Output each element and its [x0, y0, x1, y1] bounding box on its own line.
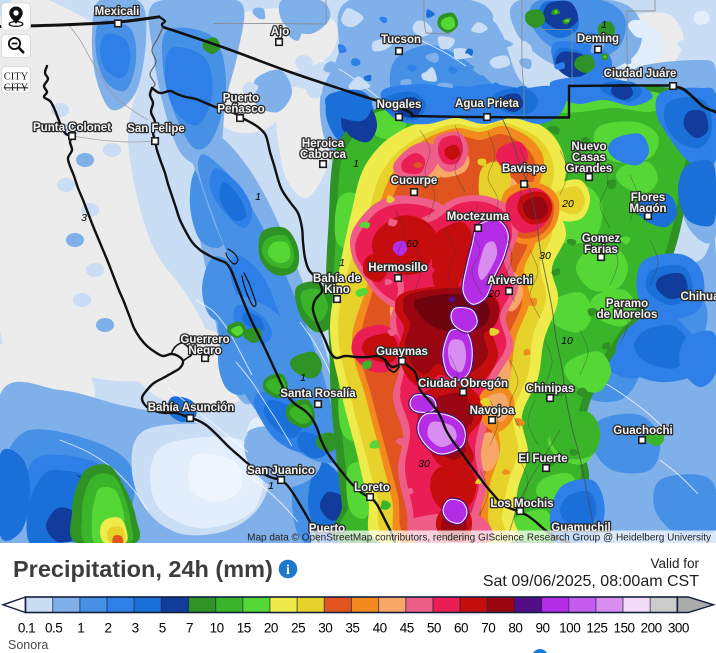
- svg-text:Flores: Flores: [631, 192, 666, 204]
- svg-text:Moctezuma: Moctezuma: [447, 211, 510, 223]
- svg-text:Grandes: Grandes: [566, 163, 613, 175]
- svg-text:30: 30: [318, 621, 332, 636]
- svg-text:Kino: Kino: [324, 284, 350, 296]
- svg-text:Cucurpe: Cucurpe: [391, 175, 438, 187]
- svg-text:1: 1: [268, 480, 274, 492]
- svg-text:San Felipe: San Felipe: [127, 123, 185, 135]
- svg-text:Bahía Asunción: Bahía Asunción: [148, 402, 234, 414]
- svg-text:80: 80: [508, 621, 522, 636]
- svg-text:Hermosillo: Hermosillo: [368, 262, 427, 274]
- svg-text:Ciudad Juáre: Ciudad Juáre: [604, 68, 677, 80]
- svg-text:20: 20: [487, 288, 500, 300]
- svg-text:Los Mochis: Los Mochis: [490, 498, 553, 510]
- svg-text:15: 15: [237, 621, 251, 636]
- svg-text:2: 2: [104, 621, 111, 636]
- svg-text:1: 1: [255, 191, 261, 203]
- svg-text:de Morelos: de Morelos: [597, 309, 658, 321]
- svg-text:Loreto: Loreto: [354, 482, 390, 494]
- svg-text:90: 90: [536, 621, 550, 636]
- svg-text:30: 30: [539, 250, 551, 262]
- svg-text:Chihua: Chihua: [681, 291, 716, 303]
- svg-text:50: 50: [427, 621, 441, 636]
- svg-text:Gomez: Gomez: [582, 233, 621, 245]
- svg-text:Tucson: Tucson: [381, 34, 421, 46]
- svg-text:20: 20: [264, 621, 278, 636]
- svg-text:60: 60: [454, 621, 468, 636]
- svg-text:10: 10: [561, 335, 573, 347]
- svg-text:25: 25: [291, 621, 305, 636]
- svg-text:Nogales: Nogales: [377, 99, 422, 111]
- svg-text:Sat 09/06/2025, 08:00am CST: Sat 09/06/2025, 08:00am CST: [483, 573, 699, 590]
- svg-text:Guerrero: Guerrero: [180, 334, 229, 346]
- svg-text:Chinipas: Chinipas: [526, 383, 575, 395]
- svg-text:Ciudad Obregón: Ciudad Obregón: [418, 378, 508, 390]
- svg-text:Arivechi: Arivechi: [487, 275, 532, 287]
- svg-text:Deming: Deming: [577, 33, 619, 45]
- svg-text:i: i: [286, 563, 290, 578]
- svg-text:20: 20: [561, 198, 574, 210]
- svg-text:Bavispe: Bavispe: [502, 163, 546, 175]
- svg-text:Farias: Farias: [584, 244, 618, 256]
- svg-text:Bahía de: Bahía de: [313, 273, 361, 285]
- svg-text:1: 1: [601, 19, 607, 31]
- svg-text:60: 60: [406, 238, 418, 250]
- svg-text:3: 3: [132, 621, 139, 636]
- svg-text:El Fuerte: El Fuerte: [518, 453, 567, 465]
- svg-text:Heroica: Heroica: [302, 138, 345, 150]
- svg-text:Mexicali: Mexicali: [95, 6, 140, 18]
- svg-text:Nuevo: Nuevo: [571, 141, 606, 153]
- svg-text:40: 40: [373, 621, 387, 636]
- svg-text:70: 70: [481, 621, 495, 636]
- svg-text:Guaymas: Guaymas: [376, 346, 428, 358]
- svg-text:0.1: 0.1: [18, 621, 35, 636]
- svg-text:125: 125: [586, 621, 607, 636]
- svg-text:Santa Rosalía: Santa Rosalía: [280, 388, 356, 400]
- svg-text:1: 1: [339, 257, 345, 269]
- svg-text:7: 7: [186, 621, 193, 636]
- svg-text:CITY: CITY: [4, 72, 29, 83]
- svg-text:Sonora: Sonora: [8, 638, 48, 652]
- svg-text:Ajo: Ajo: [271, 26, 290, 38]
- svg-text:Navojoa: Navojoa: [470, 405, 515, 417]
- svg-text:0.5: 0.5: [45, 621, 62, 636]
- svg-text:Paramo: Paramo: [606, 298, 648, 310]
- svg-text:Caborca: Caborca: [300, 149, 347, 161]
- svg-text:150: 150: [614, 621, 635, 636]
- svg-text:Puerto: Puerto: [223, 93, 259, 105]
- svg-text:Peñasco: Peñasco: [217, 104, 264, 116]
- svg-text:1: 1: [353, 158, 359, 170]
- svg-text:1: 1: [300, 372, 306, 384]
- svg-text:Magón: Magón: [629, 203, 666, 215]
- svg-text:Punta Colonet: Punta Colonet: [33, 122, 111, 134]
- svg-text:45: 45: [400, 621, 414, 636]
- svg-text:Map data © OpenStreetMap contr: Map data © OpenStreetMap contributors, r…: [247, 533, 711, 544]
- svg-text:Casas: Casas: [572, 152, 606, 164]
- svg-text:200: 200: [641, 621, 662, 636]
- svg-text:Negro: Negro: [188, 345, 221, 357]
- svg-text:100: 100: [559, 621, 580, 636]
- svg-text:30: 30: [418, 458, 430, 470]
- svg-text:1: 1: [77, 621, 84, 636]
- svg-text:10: 10: [627, 424, 639, 436]
- svg-text:10: 10: [210, 621, 224, 636]
- svg-text:3: 3: [81, 212, 87, 224]
- svg-text:Precipitation, 24h (mm): Precipitation, 24h (mm): [13, 556, 273, 582]
- svg-text:Guachochi: Guachochi: [613, 425, 672, 437]
- svg-text:CITY: CITY: [4, 83, 29, 94]
- svg-text:Agua Prieta: Agua Prieta: [455, 98, 520, 110]
- svg-text:35: 35: [345, 621, 359, 636]
- svg-text:San Juanico: San Juanico: [247, 465, 315, 477]
- svg-text:5: 5: [159, 621, 166, 636]
- svg-text:Valid for: Valid for: [650, 556, 699, 571]
- svg-text:300: 300: [668, 621, 689, 636]
